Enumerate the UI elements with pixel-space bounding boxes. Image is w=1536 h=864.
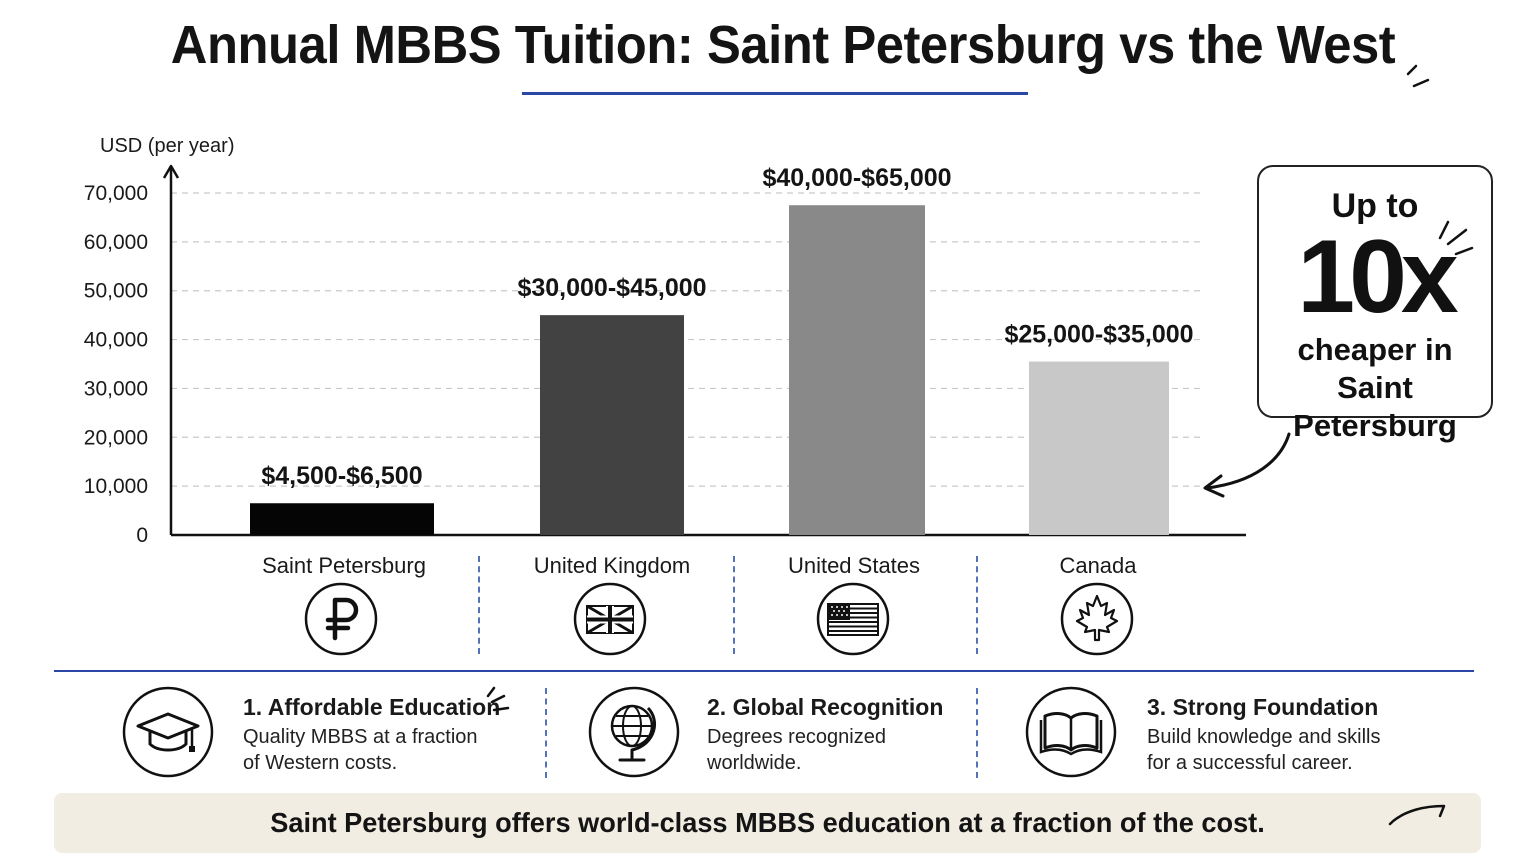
sparkle-icon <box>1406 64 1430 88</box>
feature-line: Degrees recognized <box>707 726 886 748</box>
country-label-canada: Canada <box>1059 553 1137 578</box>
column-divider <box>733 556 735 654</box>
feature-line: of Western costs. <box>243 752 398 774</box>
savings-callout: Up to 10x cheaper in Saint Petersburg <box>1257 165 1493 443</box>
y-axis-arrow <box>162 164 180 179</box>
bar-value-label: $40,000-$65,000 <box>762 164 951 192</box>
bar-united-states <box>789 205 925 535</box>
maple-leaf-icon <box>1060 582 1134 656</box>
graduation-cap-icon <box>122 686 214 778</box>
feature-title-recognition: 2. Global Recognition <box>707 694 944 720</box>
uk-flag-icon <box>573 582 647 656</box>
book-icon <box>1025 686 1117 778</box>
us-flag-icon <box>816 582 890 656</box>
feature-line: worldwide. <box>707 752 802 774</box>
bar-value-label: $4,500-$6,500 <box>261 462 422 490</box>
feature-line: Quality MBBS at a fraction <box>243 726 478 748</box>
ruble-icon <box>304 582 378 656</box>
feature-text-recognition: Degrees recognized worldwide. <box>707 724 886 776</box>
feature-line: Build knowledge and skills <box>1147 726 1381 748</box>
feature-divider <box>976 688 978 778</box>
feature-text-foundation: Build knowledge and skills for a success… <box>1147 724 1380 776</box>
feature-title-affordable: 1. Affordable Education <box>243 694 501 720</box>
y-tick-label: 0 <box>136 524 148 547</box>
title-underline <box>522 92 1028 95</box>
swoosh-icon <box>1388 804 1446 826</box>
column-divider <box>976 556 978 654</box>
y-tick-label: 70,000 <box>84 182 148 205</box>
callout-cheaper: cheaper in <box>1297 332 1453 367</box>
bar-united-kingdom <box>540 315 684 535</box>
sparkle-icon <box>1438 220 1474 256</box>
bar-saint-petersburg <box>250 503 434 535</box>
bar-value-label: $25,000-$35,000 <box>1004 321 1193 349</box>
y-tick-label: 10,000 <box>84 475 148 498</box>
sparkle-icon <box>486 686 510 712</box>
y-tick-label: 60,000 <box>84 231 148 254</box>
page-title: Annual MBBS Tuition: Saint Petersburg vs… <box>170 15 1396 75</box>
feature-divider <box>545 688 547 778</box>
bar-canada <box>1029 361 1169 535</box>
callout-up-to: Up to <box>1331 187 1419 225</box>
feature-title-foundation: 3. Strong Foundation <box>1147 694 1379 720</box>
country-label-saint-petersburg: Saint Petersburg <box>262 553 426 578</box>
summary-text: Saint Petersburg offers world-class MBBS… <box>270 807 1265 838</box>
callout-city: Saint Petersburg <box>1293 370 1457 443</box>
column-divider <box>478 556 480 654</box>
curved-arrow-icon <box>1203 432 1291 498</box>
feature-text-affordable: Quality MBBS at a fraction of Western co… <box>243 724 478 776</box>
callout-subtext: cheaper in Saint Petersburg <box>1259 331 1491 445</box>
section-divider <box>54 670 1474 672</box>
y-axis-label: USD (per year) <box>100 135 234 157</box>
y-tick-label: 50,000 <box>84 280 148 303</box>
y-tick-label: 20,000 <box>84 426 148 449</box>
callout-multiplier: 10x <box>1297 219 1459 335</box>
globe-icon <box>588 686 680 778</box>
bar-value-label: $30,000-$45,000 <box>517 274 706 302</box>
country-label-united-kingdom: United Kingdom <box>533 553 691 578</box>
summary-banner: Saint Petersburg offers world-class MBBS… <box>54 793 1481 853</box>
country-label-united-states: United States <box>787 553 921 578</box>
y-tick-label: 40,000 <box>84 329 148 352</box>
y-tick-label: 30,000 <box>84 377 148 400</box>
feature-line: for a successful career. <box>1147 752 1353 774</box>
